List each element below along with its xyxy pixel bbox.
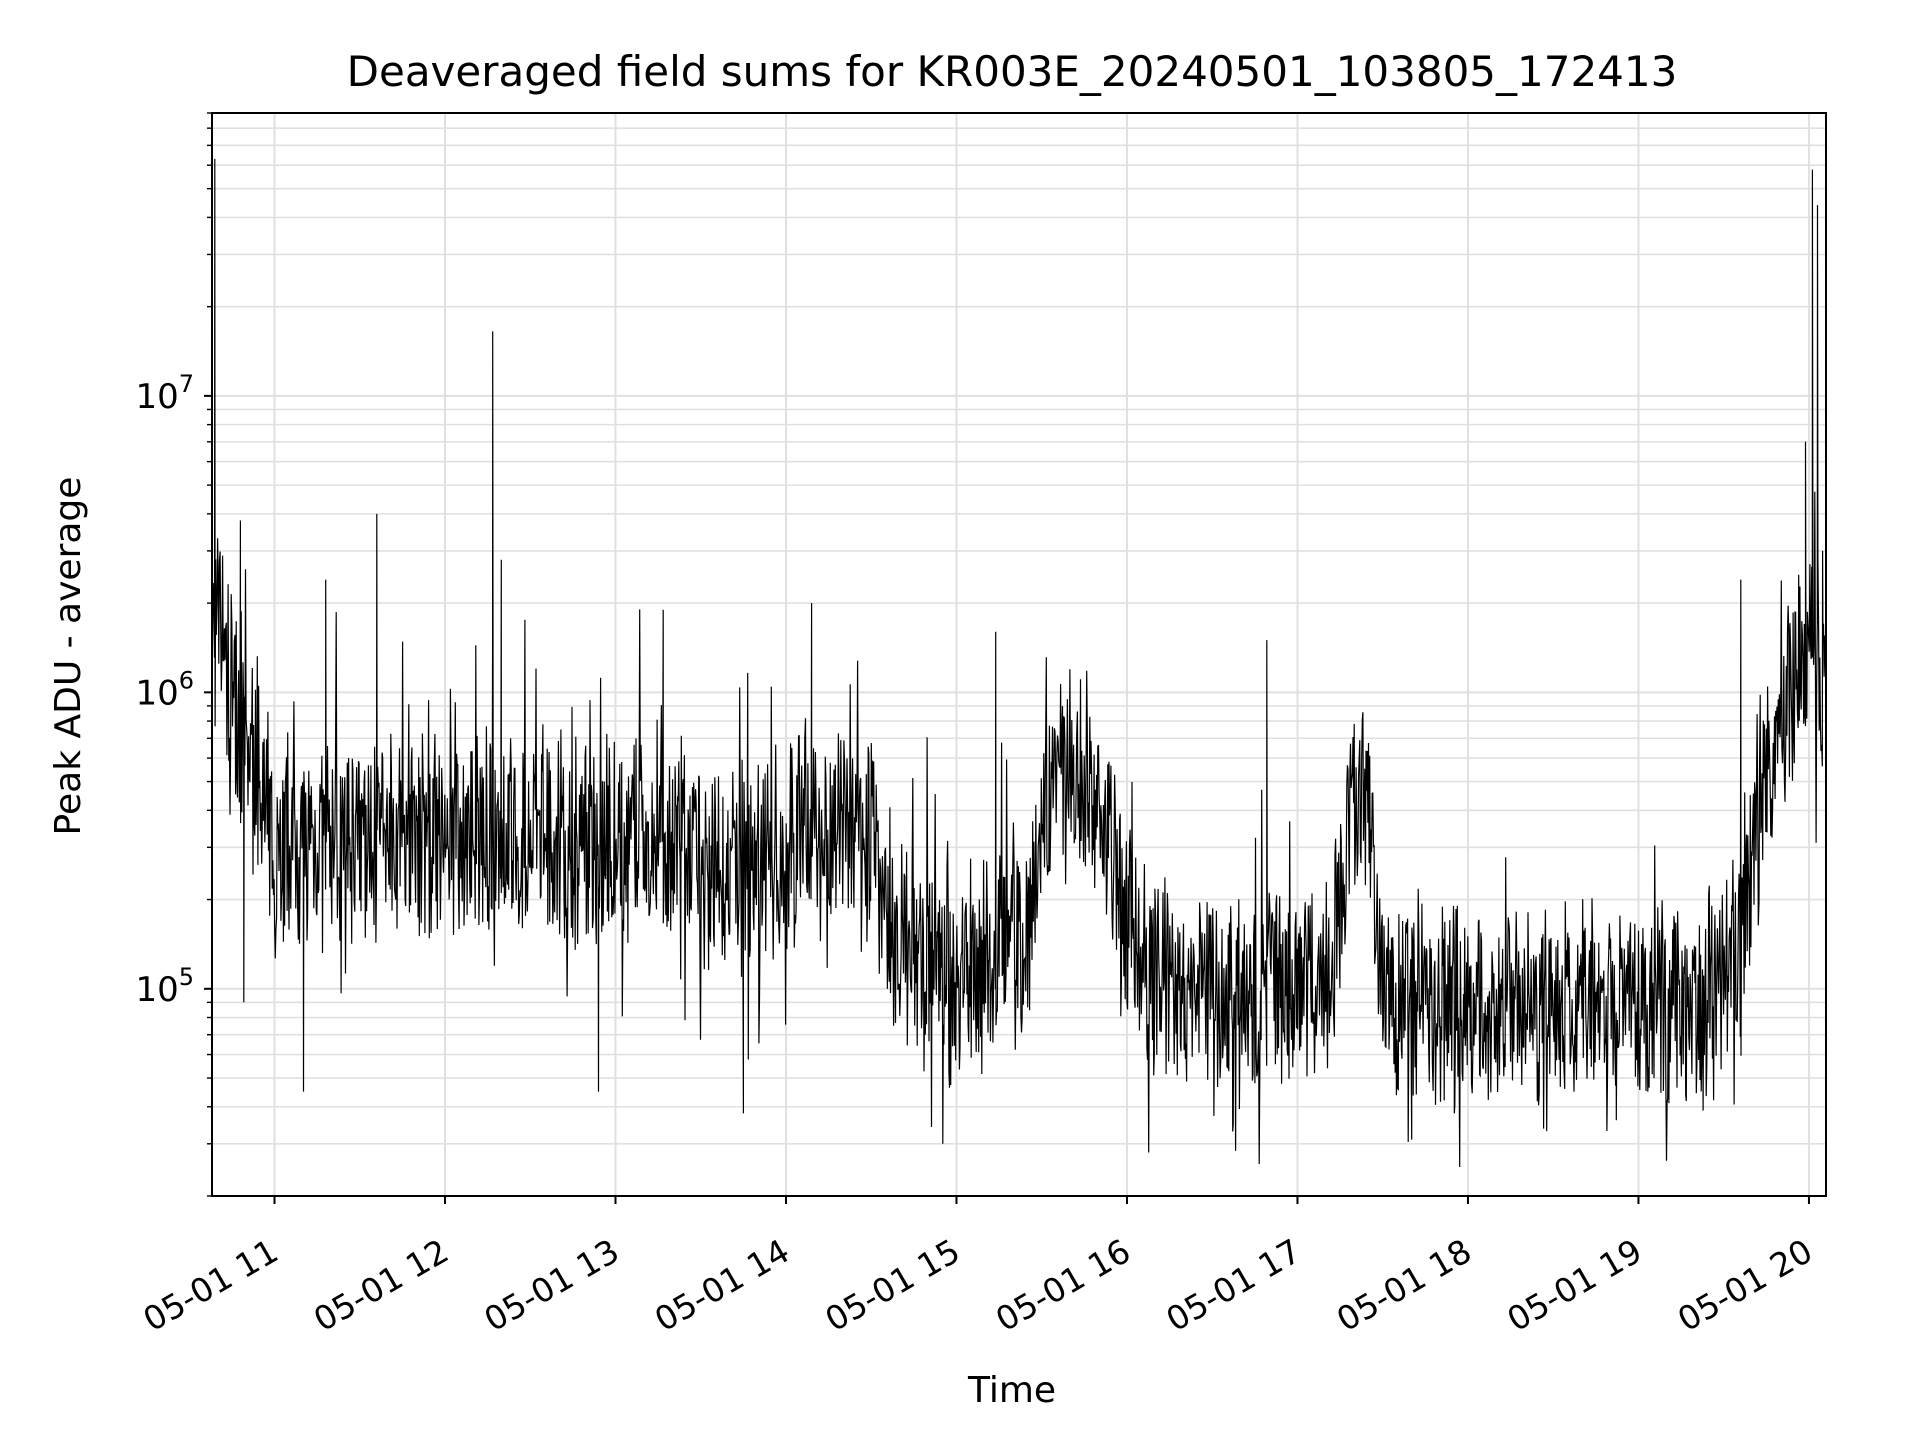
y-axis-title: Peak ADU - average [48,477,89,836]
y-tick-label: 105 [135,963,194,1010]
plot-area [212,158,1826,1168]
x-axis-title: Time [967,1370,1056,1411]
series-line [212,158,1826,1168]
y-tick-label: 106 [135,666,194,713]
plot-frame [211,112,1827,1197]
chart-title: Deaveraged field sums for KR003E_2024050… [347,47,1678,96]
y-tick-label: 107 [135,370,194,417]
